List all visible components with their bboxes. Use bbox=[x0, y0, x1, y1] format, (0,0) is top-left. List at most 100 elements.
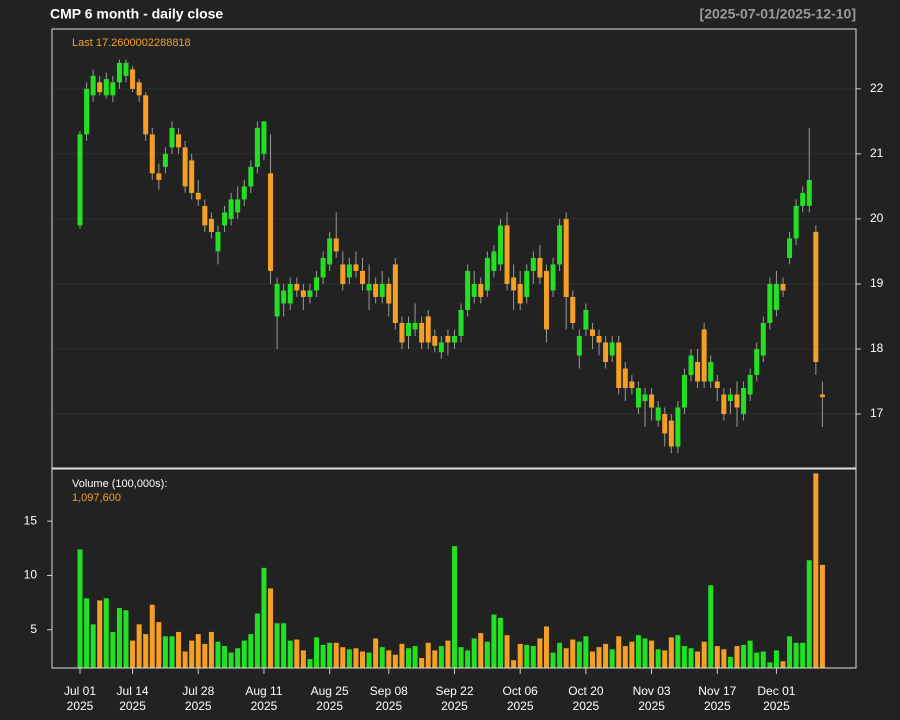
volume-bar bbox=[478, 633, 484, 668]
x-tick-label: Dec 01 bbox=[757, 684, 795, 698]
volume-bar bbox=[721, 649, 727, 668]
volume-bar bbox=[543, 626, 549, 668]
date-range: [2025-07-01/2025-12-10] bbox=[700, 6, 856, 22]
volume-bar bbox=[793, 642, 799, 668]
volume-bar bbox=[149, 604, 155, 668]
volume-bar bbox=[800, 642, 806, 668]
volume-bar bbox=[274, 623, 280, 668]
volume-bar bbox=[399, 643, 405, 668]
x-tick-label: Aug 25 bbox=[311, 684, 349, 698]
volume-bar bbox=[806, 560, 812, 668]
candle-body bbox=[504, 225, 510, 284]
candle-body bbox=[695, 361, 701, 382]
candle-body bbox=[90, 75, 96, 96]
volume-bar bbox=[169, 636, 175, 668]
volume-last: 1,097,600 bbox=[72, 492, 121, 504]
volume-bar bbox=[491, 614, 497, 668]
last-price: Last 17.2600002288818 bbox=[72, 37, 191, 49]
volume-bar bbox=[353, 648, 359, 668]
volume-bar bbox=[813, 473, 819, 668]
candle-body bbox=[300, 290, 306, 297]
volume-bar bbox=[649, 640, 655, 668]
candle-body bbox=[550, 264, 556, 291]
volume-bar bbox=[622, 646, 628, 668]
candle-body bbox=[511, 277, 517, 291]
candle-body bbox=[741, 388, 747, 415]
candle-body bbox=[458, 309, 464, 336]
candle-body bbox=[806, 179, 812, 206]
volume-bar bbox=[642, 638, 648, 668]
volume-bar bbox=[261, 567, 267, 668]
volume-bar bbox=[77, 549, 83, 668]
candle-body bbox=[143, 95, 149, 135]
volume-bar bbox=[90, 624, 96, 668]
volume-bar bbox=[182, 651, 188, 668]
candle-body bbox=[123, 62, 129, 76]
candle-body bbox=[379, 283, 385, 297]
volume-bar bbox=[130, 640, 136, 668]
candle-body bbox=[241, 186, 247, 200]
candle-body bbox=[333, 238, 339, 252]
volume-bar bbox=[438, 646, 444, 668]
candle-body bbox=[248, 166, 254, 187]
candle-body bbox=[596, 335, 602, 343]
volume-bar bbox=[189, 640, 195, 668]
candle-body bbox=[136, 82, 142, 96]
candle-body bbox=[570, 296, 576, 323]
candle-body bbox=[767, 283, 773, 323]
candle-body bbox=[451, 335, 457, 343]
volume-bar bbox=[471, 638, 477, 668]
candle-body bbox=[787, 238, 793, 258]
volume-bar bbox=[557, 642, 563, 668]
candle-body bbox=[399, 322, 405, 343]
volume-bar bbox=[767, 662, 773, 668]
candle-body bbox=[727, 394, 733, 402]
x-tick-label: Jul 28 bbox=[182, 684, 214, 698]
candle-body bbox=[780, 283, 786, 291]
volume-bar bbox=[346, 649, 352, 668]
x-tick-label: Jul 01 bbox=[64, 684, 96, 698]
candle-body bbox=[110, 82, 116, 96]
volume-bar bbox=[741, 644, 747, 668]
volume-bar bbox=[294, 639, 300, 668]
candle-body bbox=[208, 218, 214, 232]
x-tick-label: 2025 bbox=[375, 699, 402, 713]
volume-bar bbox=[116, 608, 122, 668]
volume-bar bbox=[202, 643, 208, 668]
volume-bar bbox=[235, 648, 241, 668]
volume-bar bbox=[668, 637, 674, 668]
volume-bar bbox=[314, 637, 320, 668]
candle-body bbox=[668, 420, 674, 447]
x-tick-label: 2025 bbox=[704, 699, 731, 713]
candle-body bbox=[149, 134, 155, 174]
volume-bar bbox=[123, 610, 129, 668]
volume-bar bbox=[254, 613, 260, 668]
volume-bar bbox=[451, 546, 457, 668]
y-tick-label: 17 bbox=[870, 406, 884, 420]
volume-bar bbox=[97, 600, 103, 668]
candle-body bbox=[497, 225, 503, 265]
y-tick-label: 22 bbox=[870, 81, 884, 95]
volume-bar bbox=[583, 636, 589, 668]
candle-body bbox=[688, 355, 694, 375]
volume-bar bbox=[537, 638, 543, 668]
volume-bar bbox=[360, 651, 366, 668]
volume-bar bbox=[773, 650, 779, 668]
candle-body bbox=[616, 342, 622, 389]
volume-bar bbox=[379, 647, 385, 668]
candle-body bbox=[432, 335, 438, 346]
y-tick-label: 19 bbox=[870, 276, 884, 290]
volume-bar bbox=[215, 641, 221, 668]
candle-body bbox=[563, 218, 569, 297]
volume-bar bbox=[320, 644, 326, 668]
candle-body bbox=[819, 394, 825, 398]
candle-body bbox=[346, 264, 352, 278]
volume-bar bbox=[156, 622, 162, 668]
candle-body bbox=[320, 257, 326, 278]
volume-bar bbox=[701, 641, 707, 668]
volume-bar bbox=[241, 640, 247, 668]
candle-body bbox=[353, 264, 359, 271]
candle-body bbox=[77, 134, 83, 226]
candle-body bbox=[675, 407, 681, 447]
